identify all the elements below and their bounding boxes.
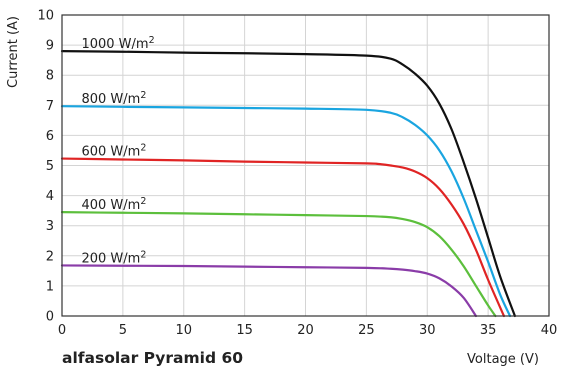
chart-title: alfasolar Pyramid 60 — [62, 349, 243, 367]
y-tick-label: 10 — [37, 9, 54, 24]
y-tick-label: 5 — [46, 159, 54, 174]
x-tick-label: 0 — [58, 323, 66, 338]
y-tick-label: 3 — [46, 219, 54, 234]
series-label-4: 200 W/m2 — [81, 249, 146, 266]
series-label-1: 800 W/m2 — [81, 90, 146, 107]
series-label-text: 200 W/m — [81, 251, 140, 266]
y-tick-label: 0 — [46, 310, 54, 325]
series-label-text: 600 W/m — [81, 145, 140, 160]
x-tick-label: 20 — [297, 323, 314, 338]
y-tick-label: 4 — [46, 189, 54, 204]
y-tick-label: 8 — [46, 69, 54, 84]
series-line-1 — [60, 105, 512, 318]
grid — [62, 15, 549, 316]
plot-frame — [61, 14, 550, 317]
x-tick-labels: 0 5 10 15 20 25 30 35 40 — [58, 323, 557, 338]
y-tick-label: 9 — [46, 39, 54, 54]
y-tick-label: 1 — [46, 279, 54, 294]
y-axis-label: Current (A) — [6, 16, 21, 88]
series-label-2: 600 W/m2 — [81, 143, 146, 160]
series-line-2 — [60, 157, 506, 318]
y-tick-label: 6 — [46, 129, 54, 144]
series-label-superscript: 2 — [149, 35, 155, 46]
y-tick-labels: 0 1 2 3 4 5 6 7 8 9 10 — [37, 9, 54, 325]
x-axis-label: Voltage (V) — [467, 352, 539, 367]
series-line-3 — [60, 211, 497, 318]
series-line-4 — [60, 264, 478, 318]
series-line-0 — [60, 50, 517, 318]
series-label-0: 1000 W/m2 — [81, 35, 154, 52]
y-tick-label: 7 — [46, 99, 54, 114]
series-label-text: 800 W/m — [81, 92, 140, 107]
x-tick-label: 35 — [480, 323, 497, 338]
series-label-superscript: 2 — [140, 143, 146, 154]
x-tick-label: 5 — [119, 323, 127, 338]
series-label-3: 400 W/m2 — [81, 196, 146, 213]
y-tick-label: 2 — [46, 249, 54, 264]
x-tick-label: 15 — [236, 323, 253, 338]
series-label-text: 400 W/m — [81, 198, 140, 213]
series-label-text: 1000 W/m — [81, 37, 148, 52]
series-label-superscript: 2 — [140, 90, 146, 101]
x-tick-label: 10 — [175, 323, 192, 338]
series-label-superscript: 2 — [140, 196, 146, 207]
x-tick-label: 25 — [358, 323, 375, 338]
x-tick-label: 40 — [541, 323, 558, 338]
series-label-superscript: 2 — [140, 249, 146, 260]
series-lines — [60, 50, 517, 318]
x-tick-label: 30 — [419, 323, 436, 338]
